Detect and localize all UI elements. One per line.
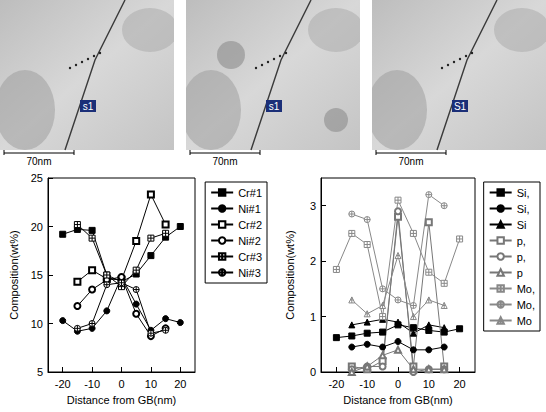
svg-text:5: 5 (37, 366, 43, 378)
svg-text:0: 0 (395, 378, 401, 390)
svg-text:3: 3 (310, 200, 316, 212)
svg-text:0: 0 (310, 366, 316, 378)
svg-text:Ni#2: Ni#2 (238, 235, 261, 247)
svg-text:Cr#3: Cr#3 (238, 251, 262, 263)
svg-text:2: 2 (310, 255, 316, 267)
svg-text:70nm: 70nm (398, 156, 423, 167)
svg-text:Si,: Si, (517, 187, 530, 199)
svg-text:15: 15 (31, 269, 43, 281)
svg-text:Cr#2: Cr#2 (238, 219, 262, 231)
svg-text:10: 10 (423, 378, 435, 390)
svg-text:Cr#1: Cr#1 (238, 187, 262, 199)
svg-text:Mo: Mo (517, 315, 532, 327)
svg-text:20: 20 (174, 378, 186, 390)
svg-text:Distance from GB(nm): Distance from GB(nm) (343, 394, 452, 406)
svg-text:20: 20 (31, 221, 43, 233)
svg-text:10: 10 (31, 318, 43, 330)
svg-text:25: 25 (31, 172, 43, 184)
svg-text:-10: -10 (84, 378, 100, 390)
svg-text:0: 0 (118, 378, 124, 390)
svg-text:s1: s1 (83, 101, 94, 112)
svg-text:70nm: 70nm (212, 156, 237, 167)
svg-text:Si,: Si, (517, 203, 530, 215)
svg-text:Ni#1: Ni#1 (238, 203, 261, 215)
svg-text:70nm: 70nm (26, 156, 51, 167)
svg-text:Composition(wt%): Composition(wt%) (284, 230, 296, 319)
svg-text:p,: p, (517, 235, 526, 247)
svg-text:-10: -10 (359, 378, 375, 390)
svg-text:-20: -20 (328, 378, 344, 390)
svg-text:S1: S1 (454, 101, 467, 112)
svg-text:p,: p, (517, 251, 526, 263)
svg-text:-20: -20 (55, 378, 71, 390)
svg-text:Distance from GB(nm): Distance from GB(nm) (67, 394, 176, 406)
svg-text:20: 20 (453, 378, 465, 390)
svg-text:Composition(wt%): Composition(wt%) (8, 230, 20, 319)
svg-text:1: 1 (310, 311, 316, 323)
svg-text:Mo,: Mo, (517, 283, 535, 295)
svg-text:Si: Si (517, 219, 527, 231)
svg-text:p: p (517, 267, 523, 279)
svg-text:s1: s1 (269, 101, 280, 112)
svg-text:Mo,: Mo, (517, 299, 535, 311)
svg-text:Ni#3: Ni#3 (238, 267, 261, 279)
svg-text:10: 10 (145, 378, 157, 390)
